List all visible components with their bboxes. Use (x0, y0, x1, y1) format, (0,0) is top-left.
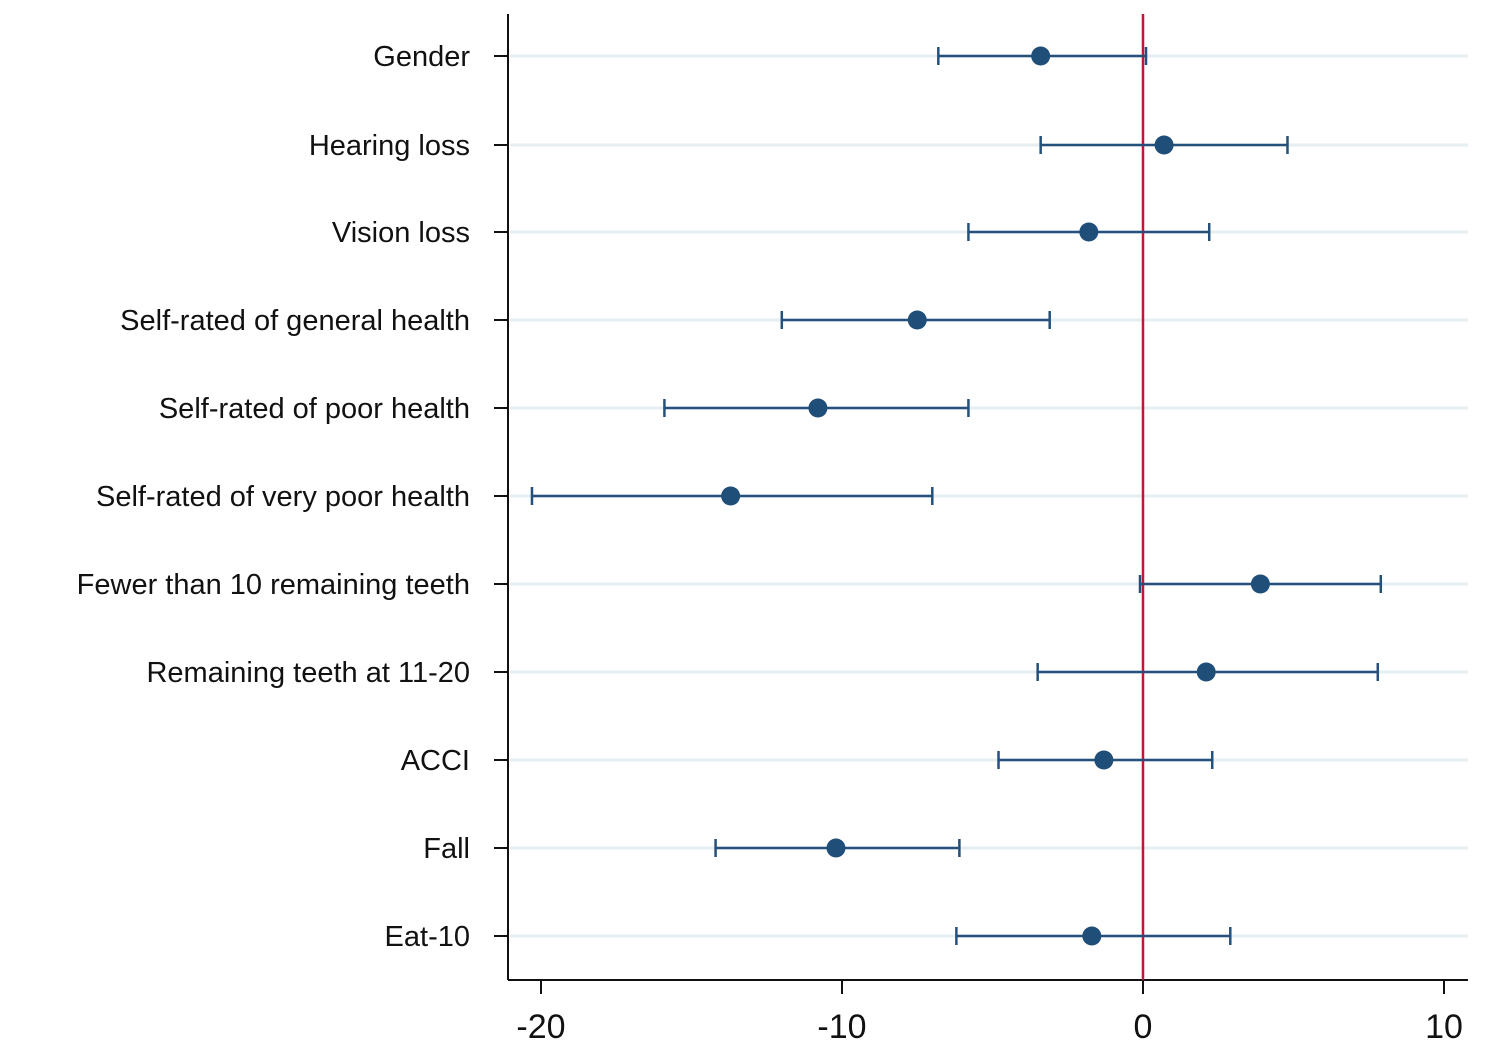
estimate-point-hearing-loss (1154, 135, 1174, 155)
category-label-vision-loss: Vision loss (332, 217, 470, 249)
x-tick-label-10: 10 (1425, 1008, 1463, 1046)
category-label-hearing-loss: Hearing loss (309, 130, 470, 162)
estimate-point-self-rated-of-general-health (907, 310, 927, 330)
category-label-self-rated-of-general-health: Self-rated of general health (120, 305, 470, 337)
category-label-remaining-teeth-at-11-20: Remaining teeth at 11-20 (146, 657, 470, 689)
category-label-self-rated-of-poor-health: Self-rated of poor health (159, 393, 470, 425)
category-label-self-rated-of-very-poor-health: Self-rated of very poor health (96, 481, 470, 513)
category-label-eat-10: Eat-10 (385, 921, 470, 953)
category-label-gender: Gender (373, 41, 470, 73)
estimate-point-self-rated-of-very-poor-health (721, 486, 741, 506)
estimate-point-eat-10 (1082, 926, 1102, 946)
estimate-point-remaining-teeth-at-11-20 (1196, 662, 1216, 682)
x-axis-ticks: -20 -10 0 10 (516, 980, 1463, 1046)
category-label-fall: Fall (423, 833, 470, 865)
category-labels: Gender Hearing loss Vision loss Self-rated … (77, 41, 508, 953)
x-tick-label-20: -20 (516, 1008, 565, 1046)
estimate-point-self-rated-of-poor-health (808, 398, 828, 418)
estimate-point-fewer-than-10-remaining-teeth (1250, 574, 1270, 594)
x-tick-label-0: 0 (1134, 1008, 1153, 1046)
estimate-point-gender (1031, 46, 1051, 66)
estimate-point-vision-loss (1079, 222, 1099, 242)
estimate-point-acci (1094, 750, 1114, 770)
x-tick-label-10: -10 (817, 1008, 866, 1046)
estimates (530, 46, 1383, 946)
category-label-acci: ACCI (401, 745, 470, 777)
category-label-fewer-than-10-remaining-teeth: Fewer than 10 remaining teeth (77, 569, 470, 601)
estimate-point-fall (826, 838, 846, 858)
